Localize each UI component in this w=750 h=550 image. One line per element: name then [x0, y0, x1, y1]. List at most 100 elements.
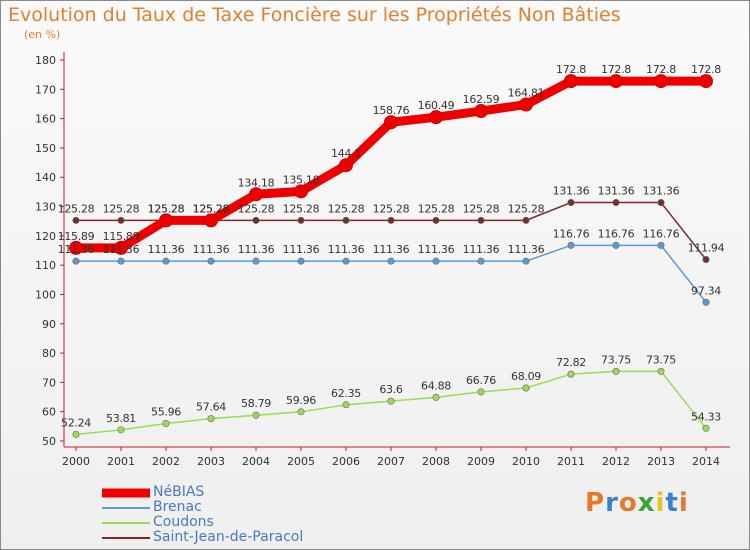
data-label: 68.09 [511, 370, 541, 383]
legend-label: Brenac [153, 499, 202, 515]
x-tick-label: 2005 [287, 455, 315, 468]
data-point [567, 241, 575, 249]
data-label: 111.36 [148, 243, 185, 256]
x-tick-label: 2010 [512, 455, 540, 468]
data-label: 172.8 [691, 63, 721, 76]
data-point [117, 426, 125, 434]
data-label: 125.28 [373, 202, 410, 215]
data-label: 172.8 [556, 63, 586, 76]
x-tick-label: 2009 [467, 455, 495, 468]
data-point [612, 241, 620, 249]
y-tick-label: 170 [35, 83, 56, 96]
data-label: 162.59 [463, 93, 500, 106]
y-tick-label: 80 [42, 347, 56, 360]
data-point [657, 367, 665, 375]
data-label: 115.89 [103, 230, 140, 243]
data-point [249, 187, 263, 202]
x-tick-label: 2007 [377, 455, 405, 468]
data-point [657, 199, 665, 207]
data-point [612, 367, 620, 375]
data-point [72, 216, 80, 224]
data-label: 54.33 [691, 410, 721, 423]
data-label: 125.28 [463, 202, 500, 215]
data-point [432, 257, 440, 265]
y-tick-label: 140 [35, 171, 56, 184]
data-label: 125.28 [238, 202, 275, 215]
data-label: 144.1 [331, 147, 361, 160]
data-point [252, 411, 260, 419]
data-point [72, 430, 80, 438]
data-label: 111.36 [463, 243, 500, 256]
data-label: 64.88 [421, 379, 451, 392]
data-point [342, 216, 350, 224]
data-point [477, 257, 485, 265]
proxiti-logo: Proxiti [585, 488, 689, 518]
y-tick-label: 130 [35, 201, 56, 214]
data-point [114, 240, 128, 255]
data-point [162, 257, 170, 265]
data-label: 111.36 [508, 243, 545, 256]
data-point [387, 397, 395, 405]
data-point [294, 184, 308, 199]
data-label: 52.24 [61, 416, 91, 429]
data-label: 131.36 [643, 185, 680, 198]
data-label: 111.36 [328, 243, 365, 256]
legend-label: NéBIAS [153, 484, 205, 500]
data-label: 125.28 [418, 202, 455, 215]
data-point [342, 257, 350, 265]
x-tick-label: 2003 [197, 455, 225, 468]
y-tick-label: 120 [35, 230, 56, 243]
y-tick-label: 70 [42, 376, 56, 389]
y-tick-label: 110 [35, 259, 56, 272]
data-label: 111.36 [238, 243, 275, 256]
data-point [702, 255, 710, 263]
data-point [522, 257, 530, 265]
data-label: 73.75 [601, 353, 631, 366]
data-label: 73.75 [646, 353, 676, 366]
legend-label: Saint-Jean-de-Paracol [153, 529, 304, 545]
data-label: 59.96 [286, 394, 316, 407]
data-label: 116.76 [643, 227, 680, 240]
data-label: 116.76 [553, 227, 590, 240]
y-unit-label: (en %) [24, 28, 61, 41]
data-label: 172.8 [646, 63, 676, 76]
x-tick-label: 2014 [692, 455, 720, 468]
y-tick-label: 50 [42, 435, 56, 448]
data-label: 131.36 [553, 185, 590, 198]
x-tick-label: 2000 [62, 455, 90, 468]
data-label: 63.6 [379, 383, 403, 396]
data-point [204, 213, 218, 228]
data-point [564, 74, 578, 89]
data-point [474, 104, 488, 119]
data-label: 111.36 [103, 243, 140, 256]
data-point [477, 216, 485, 224]
y-tick-label: 160 [35, 113, 56, 126]
data-label: 125.28 [58, 202, 95, 215]
data-label: 62.35 [331, 387, 361, 400]
data-label: 111.94 [688, 241, 725, 254]
x-tick-label: 2002 [152, 455, 180, 468]
data-point [387, 257, 395, 265]
data-label: 58.79 [241, 397, 271, 410]
data-point [162, 420, 170, 428]
data-point [432, 393, 440, 401]
x-tick-label: 2012 [602, 455, 630, 468]
data-point [69, 240, 83, 255]
data-label: 125.28 [283, 202, 320, 215]
data-point [72, 257, 80, 265]
y-tick-label: 90 [42, 318, 56, 331]
data-label: 115.89 [58, 230, 95, 243]
x-tick-label: 2004 [242, 455, 270, 468]
data-label: 66.76 [466, 374, 496, 387]
y-tick-label: 60 [42, 406, 56, 419]
data-point [432, 216, 440, 224]
data-point [522, 216, 530, 224]
data-label: 55.96 [151, 406, 181, 419]
data-label: 172.8 [601, 63, 631, 76]
data-label: 131.36 [598, 185, 635, 198]
data-label: 72.82 [556, 356, 586, 369]
data-point [567, 199, 575, 207]
data-point [252, 257, 260, 265]
data-point [387, 216, 395, 224]
